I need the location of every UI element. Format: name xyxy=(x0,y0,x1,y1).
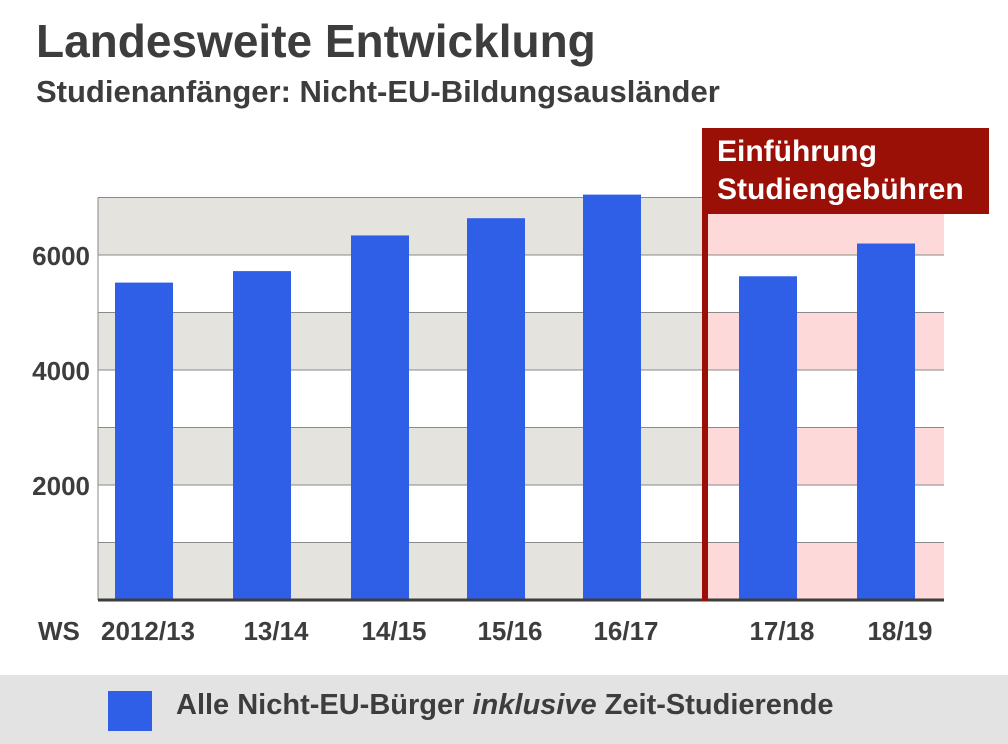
annotation-line2: Studiengebühren xyxy=(717,173,964,206)
bar-15-16 xyxy=(467,218,525,600)
bar-chart: 2000 4000 6000 WS 2012/13 13/14 14/15 15/16 16/1… xyxy=(32,128,989,646)
x-tick-label: 17/18 xyxy=(749,616,814,646)
y-tick-label: 4000 xyxy=(32,356,90,386)
axis: 2000 4000 6000 WS 2012/13 13/14 14/15 15/16 16/1… xyxy=(32,241,944,646)
x-tick-label: 16/17 xyxy=(593,616,658,646)
legend: Alle Nicht-EU-Bürger inklusive Zeit-Stud… xyxy=(0,675,1008,744)
bar-14-15 xyxy=(351,235,409,600)
legend-emphasis: inklusive xyxy=(472,689,597,721)
legend-label: Alle Nicht-EU-Bürger inklusive Zeit-Stud… xyxy=(176,689,833,722)
legend-suffix: Zeit-Studierende xyxy=(604,689,834,721)
x-tick-label: 18/19 xyxy=(867,616,932,646)
annotation-box xyxy=(702,128,989,214)
bar-18-19 xyxy=(857,243,915,600)
y-tick-label: 6000 xyxy=(32,241,90,271)
x-tick-label: 15/16 xyxy=(477,616,542,646)
annotation-line xyxy=(702,128,708,601)
chart-subtitle: Studienanfänger: Nicht-EU-Bildungsauslän… xyxy=(36,74,720,109)
bar-series xyxy=(115,194,915,600)
bar-13-14 xyxy=(233,271,291,600)
y-tick-label: 2000 xyxy=(32,471,90,501)
x-tick-label: 13/14 xyxy=(243,616,309,646)
x-tick-label: 14/15 xyxy=(361,616,426,646)
x-axis-prefix: WS xyxy=(38,616,80,646)
bar-17-18 xyxy=(739,276,797,600)
annotation-line1: Einführung xyxy=(717,135,877,168)
annotation-tuition-fees: Einführung Studiengebühren xyxy=(702,128,989,601)
legend-swatch xyxy=(108,691,152,731)
bar-16-17 xyxy=(583,194,641,600)
bar-2012-13 xyxy=(115,282,173,600)
x-tick-label: 2012/13 xyxy=(101,616,195,646)
chart-title: Landesweite Entwicklung xyxy=(36,15,596,67)
legend-prefix: Alle Nicht-EU-Bürger xyxy=(176,689,465,721)
